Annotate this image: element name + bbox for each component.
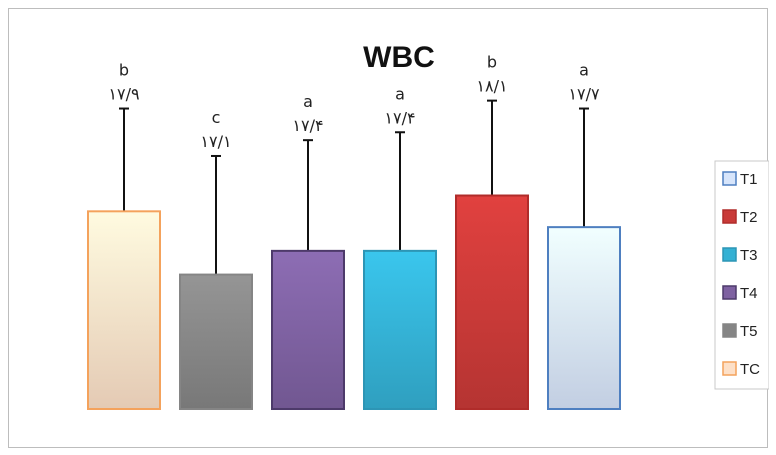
bar-t2 [455, 194, 529, 410]
bar-t5 [179, 273, 253, 410]
significance-letter-t2: b [487, 53, 497, 72]
legend-box [714, 160, 769, 390]
significance-letter-t3: a [395, 84, 405, 103]
value-label-t3: ۱۷/۴ [384, 108, 415, 127]
legend-swatch-t2 [722, 209, 737, 224]
value-label-t1: ۱۷/۷ [568, 85, 600, 104]
legend-swatch-tc [722, 361, 737, 376]
legend: T1 T2 T3 T4 T5 TC [714, 160, 769, 390]
bars-layer: ۱۷/۹ b ۱۷/۱ c ۱۷/۴ a ۱۷/۴ a ۱۸/۱ b ۱۷/۷ a [87, 53, 621, 410]
legend-swatch-t3 [722, 247, 737, 262]
value-label-t4: ۱۷/۴ [292, 116, 323, 135]
significance-letter-t4: a [303, 92, 313, 111]
value-label-t2: ۱۸/۱ [476, 77, 507, 96]
legend-label-tc: TC [740, 361, 760, 378]
bar-t1 [547, 226, 621, 410]
significance-letter-t1: a [579, 61, 589, 80]
bar-t3 [363, 249, 437, 410]
legend-label-t1: T1 [740, 171, 758, 188]
bar-tc [87, 210, 161, 410]
value-label-tc: ۱۷/۹ [108, 85, 139, 104]
significance-letter-tc: b [119, 61, 129, 80]
legend-swatch-t5 [722, 323, 737, 338]
bar-t4 [271, 249, 345, 410]
legend-label-t3: T3 [740, 247, 758, 264]
chart-frame: WBC ۱۷/۹ b ۱۷/۱ c ۱۷/۴ a ۱۷/۴ a ۱۸/۱ b ۱۷/۷ a T1 T2 T… [8, 8, 769, 448]
legend-label-t5: T5 [740, 323, 758, 340]
value-label-t5: ۱۷/۱ [200, 132, 231, 151]
legend-label-t4: T4 [740, 285, 758, 302]
legend-swatch-t1 [722, 171, 737, 186]
legend-swatch-t4 [722, 285, 737, 300]
legend-label-t2: T2 [740, 209, 758, 226]
significance-letter-t5: c [212, 108, 221, 127]
chart-title: WBC [363, 41, 435, 74]
